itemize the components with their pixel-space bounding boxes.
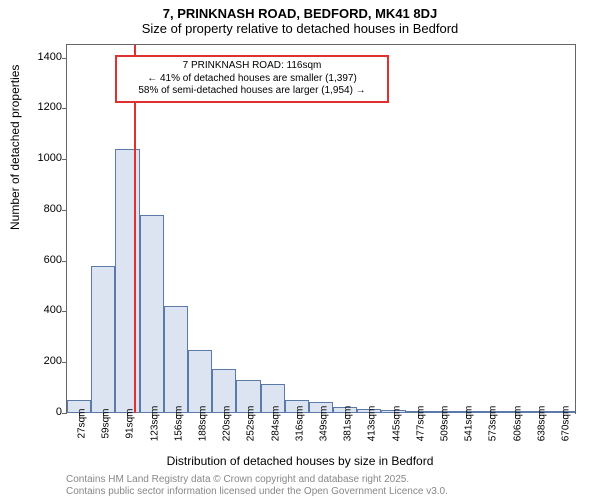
xtick-label: 638sqm [536,406,547,442]
xtick-label: 413sqm [367,406,378,442]
ytick [62,159,67,160]
xtick-label: 573sqm [488,406,499,442]
xtick-label: 541sqm [464,406,475,442]
chart-subtitle: Size of property relative to detached ho… [0,21,600,36]
histogram-bar [140,215,164,413]
gridline [67,159,575,160]
ytick [62,311,67,312]
xtick-label: 27sqm [77,408,88,438]
xtick-label: 220sqm [222,406,233,442]
xtick-label: 606sqm [512,406,523,442]
histogram-bar [91,266,115,413]
ytick-label: 1400 [38,51,62,63]
chart-title: 7, PRINKNASH ROAD, BEDFORD, MK41 8DJ [0,0,600,21]
ytick [62,58,67,59]
footer-line1: Contains HM Land Registry data © Crown c… [66,474,448,486]
ytick-label: 400 [44,304,62,316]
annotation-line3: 58% of semi-detached houses are larger (… [123,85,381,98]
ytick-label: 1000 [38,152,62,164]
annotation-box: 7 PRINKNASH ROAD: 116sqm ← 41% of detach… [115,55,389,103]
footer-line2: Contains public sector information licen… [66,486,448,498]
annotation-line1: 7 PRINKNASH ROAD: 116sqm [123,60,381,73]
ytick-label: 1200 [38,101,62,113]
ytick-label: 800 [44,203,62,215]
ytick-label: 0 [56,406,62,418]
ytick-label: 200 [44,355,62,367]
xtick-label: 188sqm [198,406,209,442]
gridline [67,108,575,109]
xtick-label: 509sqm [439,406,450,442]
ytick [62,362,67,363]
xtick-label: 91sqm [125,408,136,438]
gridline [67,210,575,211]
footer-text: Contains HM Land Registry data © Crown c… [66,474,448,498]
xtick-label: 445sqm [391,406,402,442]
xtick-label: 123sqm [149,406,160,442]
y-axis-label: Number of detached properties [8,65,22,230]
ytick [62,261,67,262]
ytick [62,210,67,211]
histogram-bar [188,350,212,413]
xtick-label: 477sqm [415,406,426,442]
xtick-label: 316sqm [294,406,305,442]
xtick-label: 381sqm [343,406,354,442]
ytick [62,108,67,109]
xtick-label: 670sqm [560,406,571,442]
x-axis-label: Distribution of detached houses by size … [0,454,600,468]
xtick-label: 156sqm [173,406,184,442]
ytick-label: 600 [44,254,62,266]
histogram-bar [164,306,188,413]
annotation-line2: ← 41% of detached houses are smaller (1,… [123,73,381,86]
xtick-label: 252sqm [246,406,257,442]
xtick-label: 59sqm [101,408,112,438]
xtick-label: 349sqm [319,406,330,442]
chart-container: 7, PRINKNASH ROAD, BEDFORD, MK41 8DJ Siz… [0,0,600,500]
xtick-label: 284sqm [270,406,281,442]
ytick [62,413,67,414]
